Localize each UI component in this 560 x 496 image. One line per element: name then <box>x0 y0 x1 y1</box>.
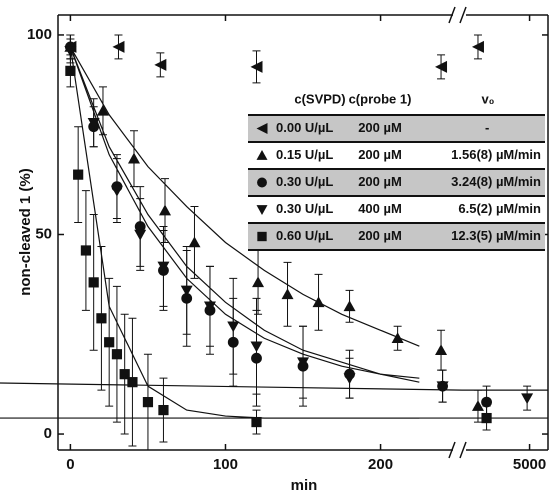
marker <box>119 369 130 380</box>
marker <box>157 261 170 273</box>
marker <box>250 341 263 353</box>
table-bg <box>248 86 545 115</box>
marker <box>252 276 265 288</box>
y-tick-label: 50 <box>35 225 52 242</box>
marker <box>64 46 77 57</box>
y-tick-label: 100 <box>27 26 52 43</box>
marker <box>257 231 267 242</box>
x-tick-label: 200 <box>368 456 393 473</box>
axis-break <box>448 6 456 24</box>
table-cell: 12.3(5) µM/min <box>451 228 541 243</box>
table-cell: 0.15 U/µL <box>276 147 333 162</box>
marker <box>80 245 92 256</box>
fit-line <box>69 46 420 383</box>
table-cell: 400 µM <box>358 201 402 216</box>
table-header: c(SVPD) <box>294 91 345 106</box>
table-row <box>248 142 545 169</box>
marker <box>281 288 294 300</box>
marker <box>256 205 268 215</box>
marker <box>227 321 240 333</box>
table-cell: 200 µM <box>358 147 402 162</box>
marker <box>257 177 267 188</box>
marker <box>471 40 484 53</box>
marker <box>110 185 123 197</box>
marker <box>312 296 325 308</box>
marker <box>112 40 125 53</box>
table-header: v₀ <box>481 91 494 106</box>
table-cell: 0.30 U/µL <box>276 174 333 189</box>
marker <box>88 277 99 288</box>
marker <box>134 229 147 241</box>
table-cell: 200 µM <box>358 120 402 135</box>
table-cell: 3.24(8) µM/min <box>451 174 541 189</box>
marker <box>481 396 492 408</box>
table-row <box>248 223 545 250</box>
marker <box>142 397 154 408</box>
table-row <box>248 115 545 142</box>
table-cell: 0.60 U/µL <box>276 228 333 243</box>
marker <box>343 300 356 312</box>
marker <box>159 204 172 216</box>
fit-line <box>69 46 420 379</box>
fit-line <box>0 382 548 391</box>
x-tick-label: 5000 <box>513 456 546 473</box>
table-header: c(probe 1) <box>349 91 412 106</box>
marker <box>481 412 492 424</box>
marker <box>154 58 167 71</box>
marker <box>111 349 123 360</box>
x-tick-label: 0 <box>66 456 74 473</box>
y-tick-label: 0 <box>44 425 52 442</box>
table-cell: 1.56(8) µM/min <box>451 147 541 162</box>
marker <box>203 301 216 313</box>
table-row <box>248 169 545 196</box>
marker <box>471 400 484 411</box>
table-cell: 0.30 U/µL <box>276 201 333 216</box>
table-cell: 200 µM <box>358 228 402 243</box>
marker <box>127 377 138 388</box>
marker <box>250 60 263 73</box>
marker <box>87 117 100 129</box>
marker <box>391 332 404 344</box>
axis-break <box>448 441 456 459</box>
axis-break <box>459 6 467 24</box>
marker <box>188 236 201 248</box>
axis-break <box>459 441 467 459</box>
x-tick-label: 100 <box>213 456 238 473</box>
marker <box>521 393 534 405</box>
marker <box>73 169 84 180</box>
table-row <box>248 196 545 223</box>
marker <box>158 404 169 416</box>
marker <box>65 65 76 76</box>
table-cell: 200 µM <box>358 174 402 189</box>
table-cell: - <box>485 120 489 135</box>
table-cell: 0.00 U/µL <box>276 120 333 135</box>
fit-line <box>69 46 420 347</box>
marker <box>251 416 262 428</box>
marker <box>96 104 109 116</box>
marker <box>343 373 356 385</box>
x-axis-label: min <box>291 477 318 494</box>
marker <box>256 150 268 160</box>
y-axis-label: non-cleaved 1 (%) <box>17 168 34 296</box>
marker <box>256 123 268 134</box>
marker <box>127 152 140 164</box>
marker <box>435 344 448 356</box>
table-cell: 6.5(2) µM/min <box>458 201 541 216</box>
marker <box>436 381 449 393</box>
marker <box>180 285 193 297</box>
marker <box>96 313 107 324</box>
marker <box>435 60 448 73</box>
marker <box>297 357 310 369</box>
marker <box>104 337 115 348</box>
